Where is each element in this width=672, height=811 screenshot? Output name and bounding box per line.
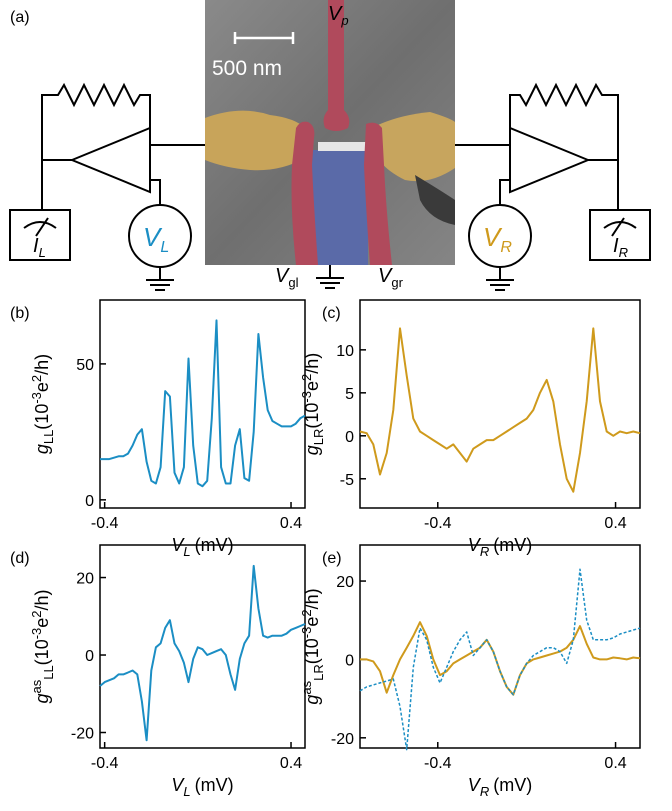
x-axis-label: VR(mV) (468, 775, 532, 799)
x-tick-label: -0.4 (91, 515, 119, 532)
x-axis-label: VL(mV) (171, 535, 233, 559)
y-axis-label: gasLL(10-3e2/h) (29, 589, 56, 703)
y-tick-label: -5 (340, 472, 354, 489)
y-label-part: /h) (32, 354, 52, 375)
y-label-part: LR (311, 664, 326, 681)
y-label-part: LL (41, 430, 56, 444)
x-tick-label: 0.4 (280, 755, 302, 772)
figure: (a) 500 nm Vp Vgl Vgr IL VL VR IR (b)050… (0, 0, 672, 806)
meter-label: IR (613, 235, 628, 260)
y-axis-label: gLL(10-3e2/h) (29, 354, 56, 454)
y-label-part: e (32, 618, 52, 628)
data-line (360, 328, 640, 491)
gate-label: Vgr (378, 265, 404, 290)
y-tick-label: 0 (345, 429, 354, 446)
y-label-part: -3 (29, 628, 44, 640)
x-tick-label: -0.4 (91, 755, 119, 772)
y-tick-label: 5 (345, 386, 354, 403)
y-tick-label: 0 (345, 652, 354, 669)
y-label-part: g (302, 445, 322, 455)
x-tick-label: 0.4 (604, 515, 626, 532)
data-line (100, 566, 305, 740)
y-label-part: /h) (32, 589, 52, 610)
scale-bar-label: 500 nm (212, 57, 282, 80)
y-label-part: 2 (299, 609, 314, 616)
y-label-part: LL (41, 665, 56, 679)
meter-label: IL (33, 235, 46, 260)
y-label-part: (10 (302, 403, 322, 429)
y-label-part: (10 (32, 404, 52, 430)
x-label-unit: (mV) (493, 775, 532, 795)
y-tick-label: 0 (85, 648, 94, 665)
x-label-sub: L (183, 544, 190, 559)
plot-frame (100, 545, 305, 748)
panel-label: (a) (10, 9, 30, 26)
y-label-part: -3 (299, 391, 314, 403)
y-label-part: e (32, 382, 52, 392)
panel-label: (d) (10, 550, 30, 567)
y-label-part: /h) (302, 588, 322, 609)
y-label-part: LR (311, 429, 326, 446)
y-tick-label: 10 (336, 343, 354, 360)
y-tick-label: 20 (336, 574, 354, 591)
y-label-part: as (299, 680, 314, 694)
panel-label: (b) (10, 305, 30, 322)
ground-center (316, 265, 344, 288)
x-label-sub: R (480, 784, 489, 799)
x-tick-label: -0.4 (424, 515, 452, 532)
y-label-part: -3 (29, 392, 44, 404)
y-label-part: g (32, 444, 52, 454)
plot-frame (100, 300, 305, 508)
y-tick-label: -20 (71, 726, 94, 743)
y-axis-label: gasLR(10-3e2/h) (299, 588, 326, 704)
x-axis-label: VR(mV) (468, 535, 532, 559)
y-tick-label: 0 (85, 493, 94, 510)
x-label-sub: R (480, 544, 489, 559)
y-tick-label: -20 (331, 731, 354, 748)
data-line (100, 320, 305, 486)
y-label-part: e (302, 617, 322, 627)
y-label-part: (10 (302, 638, 322, 664)
sem-image (205, 0, 455, 265)
x-label-sub: L (183, 784, 190, 799)
y-label-part: (10 (32, 639, 52, 665)
y-tick-label: 20 (76, 571, 94, 588)
source-label: VR (483, 222, 512, 256)
y-label-part: -3 (299, 627, 314, 639)
y-label-part: 2 (299, 374, 314, 381)
y-label-part: 2 (29, 375, 44, 382)
x-label-unit: (mV) (195, 775, 234, 795)
y-tick-label: 50 (76, 357, 94, 374)
y-axis-label: gLR(10-3e2/h) (299, 353, 326, 455)
y-label-part: e (302, 381, 322, 391)
panel-label: (c) (322, 305, 341, 322)
panel-label: (e) (322, 550, 342, 567)
x-axis-label: VL(mV) (171, 775, 233, 799)
data-line (360, 622, 640, 695)
x-tick-label: 0.4 (280, 515, 302, 532)
y-label-part: g (32, 694, 52, 704)
plot-frame (360, 300, 640, 508)
page: {"diagram":{"panel_label":"(a)","scale_b… (0, 0, 672, 811)
y-label-part: g (302, 695, 322, 705)
gate-label: Vgl (275, 265, 299, 290)
x-tick-label: -0.4 (424, 755, 452, 772)
y-label-part: 2 (29, 610, 44, 617)
y-label-part: as (29, 679, 44, 693)
source-label: VL (143, 222, 169, 256)
y-label-part: /h) (302, 353, 322, 374)
x-tick-label: 0.4 (604, 755, 626, 772)
